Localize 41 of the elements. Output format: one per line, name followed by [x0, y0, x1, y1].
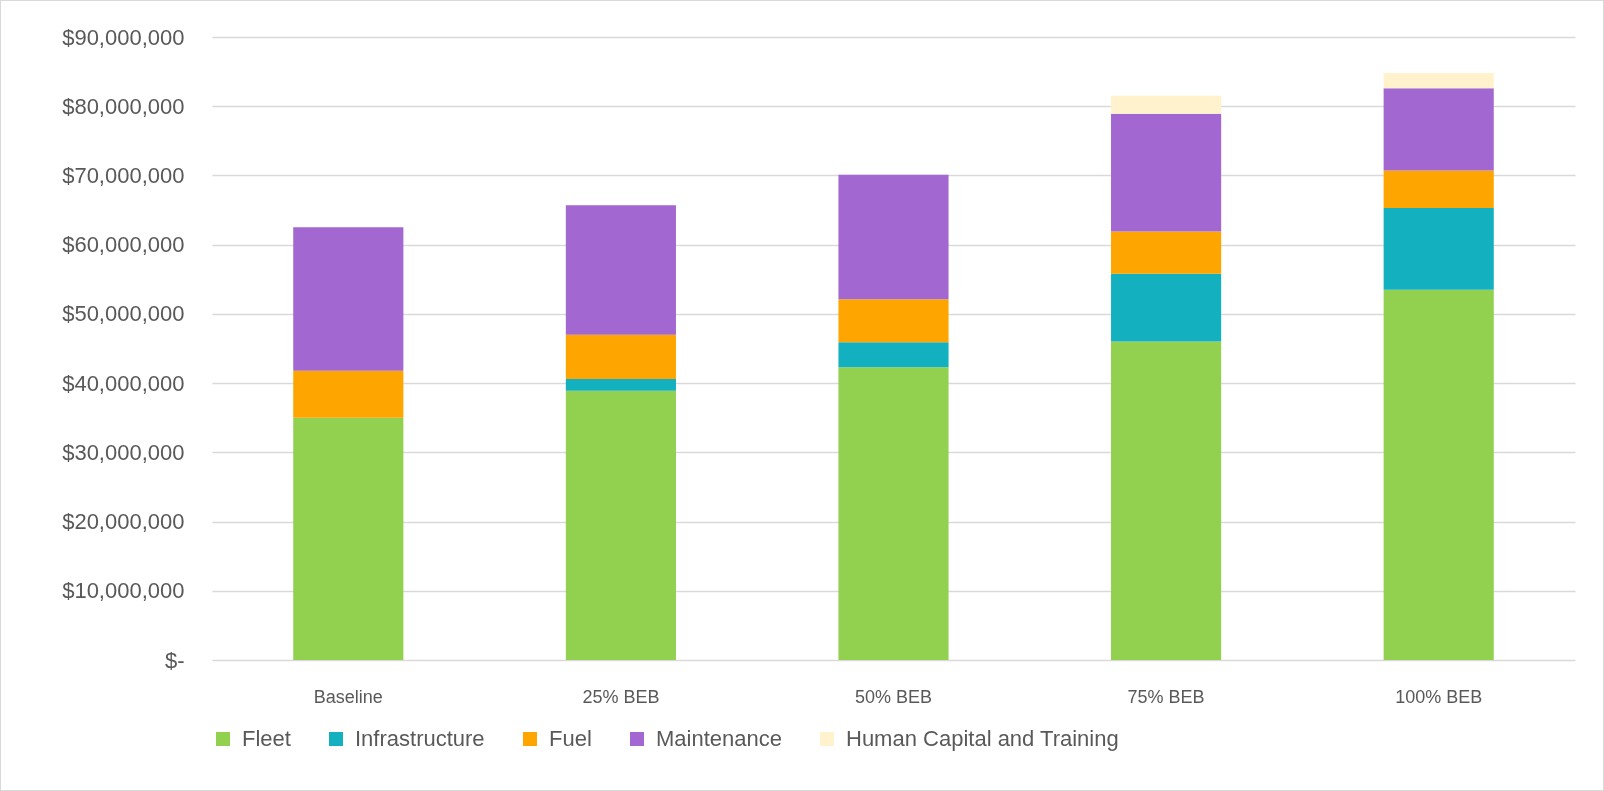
- y-tick-label: $70,000,000: [62, 162, 185, 188]
- bar: [565, 205, 676, 335]
- bar: [838, 299, 949, 343]
- bar: [838, 367, 949, 660]
- y-tick-label: $60,000,000: [62, 232, 185, 258]
- legend-label: Maintenance: [656, 726, 782, 751]
- y-tick-label: $80,000,000: [62, 93, 185, 119]
- bar: [838, 174, 949, 300]
- bar: [1111, 341, 1222, 660]
- x-tick-label: 50% BEB: [854, 686, 933, 707]
- bar: [565, 378, 676, 391]
- y-tick-label: $-: [164, 647, 185, 673]
- bar: [565, 334, 676, 379]
- bar: [1383, 73, 1494, 89]
- y-tick-label: $40,000,000: [62, 370, 185, 396]
- y-tick-label: $50,000,000: [62, 301, 185, 327]
- bar: [293, 227, 404, 371]
- x-tick-label: 25% BEB: [582, 686, 660, 707]
- bar: [1111, 113, 1222, 232]
- bar: [1111, 95, 1222, 114]
- x-tick-label: 75% BEB: [1127, 686, 1205, 707]
- bar: [1111, 273, 1222, 342]
- bar: [1383, 207, 1494, 290]
- bar: [1383, 88, 1494, 171]
- bar: [293, 370, 404, 418]
- bar: [1383, 289, 1494, 660]
- y-tick-label: $90,000,000: [62, 24, 185, 50]
- legend-label: Fleet: [242, 726, 291, 751]
- bar: [293, 417, 404, 660]
- bar: [1111, 231, 1222, 274]
- bar: [838, 342, 949, 368]
- y-tick-label: $20,000,000: [62, 509, 185, 535]
- legend-label: Human Capital and Training: [846, 726, 1119, 751]
- legend-label: Fuel: [549, 726, 592, 751]
- bar: [1383, 170, 1494, 208]
- bar: [565, 390, 676, 660]
- x-tick-label: 100% BEB: [1395, 686, 1483, 707]
- y-tick-label: $30,000,000: [62, 439, 185, 465]
- legend-label: Infrastructure: [355, 726, 485, 751]
- y-tick-label: $10,000,000: [62, 578, 185, 604]
- x-tick-label: Baseline: [313, 686, 383, 707]
